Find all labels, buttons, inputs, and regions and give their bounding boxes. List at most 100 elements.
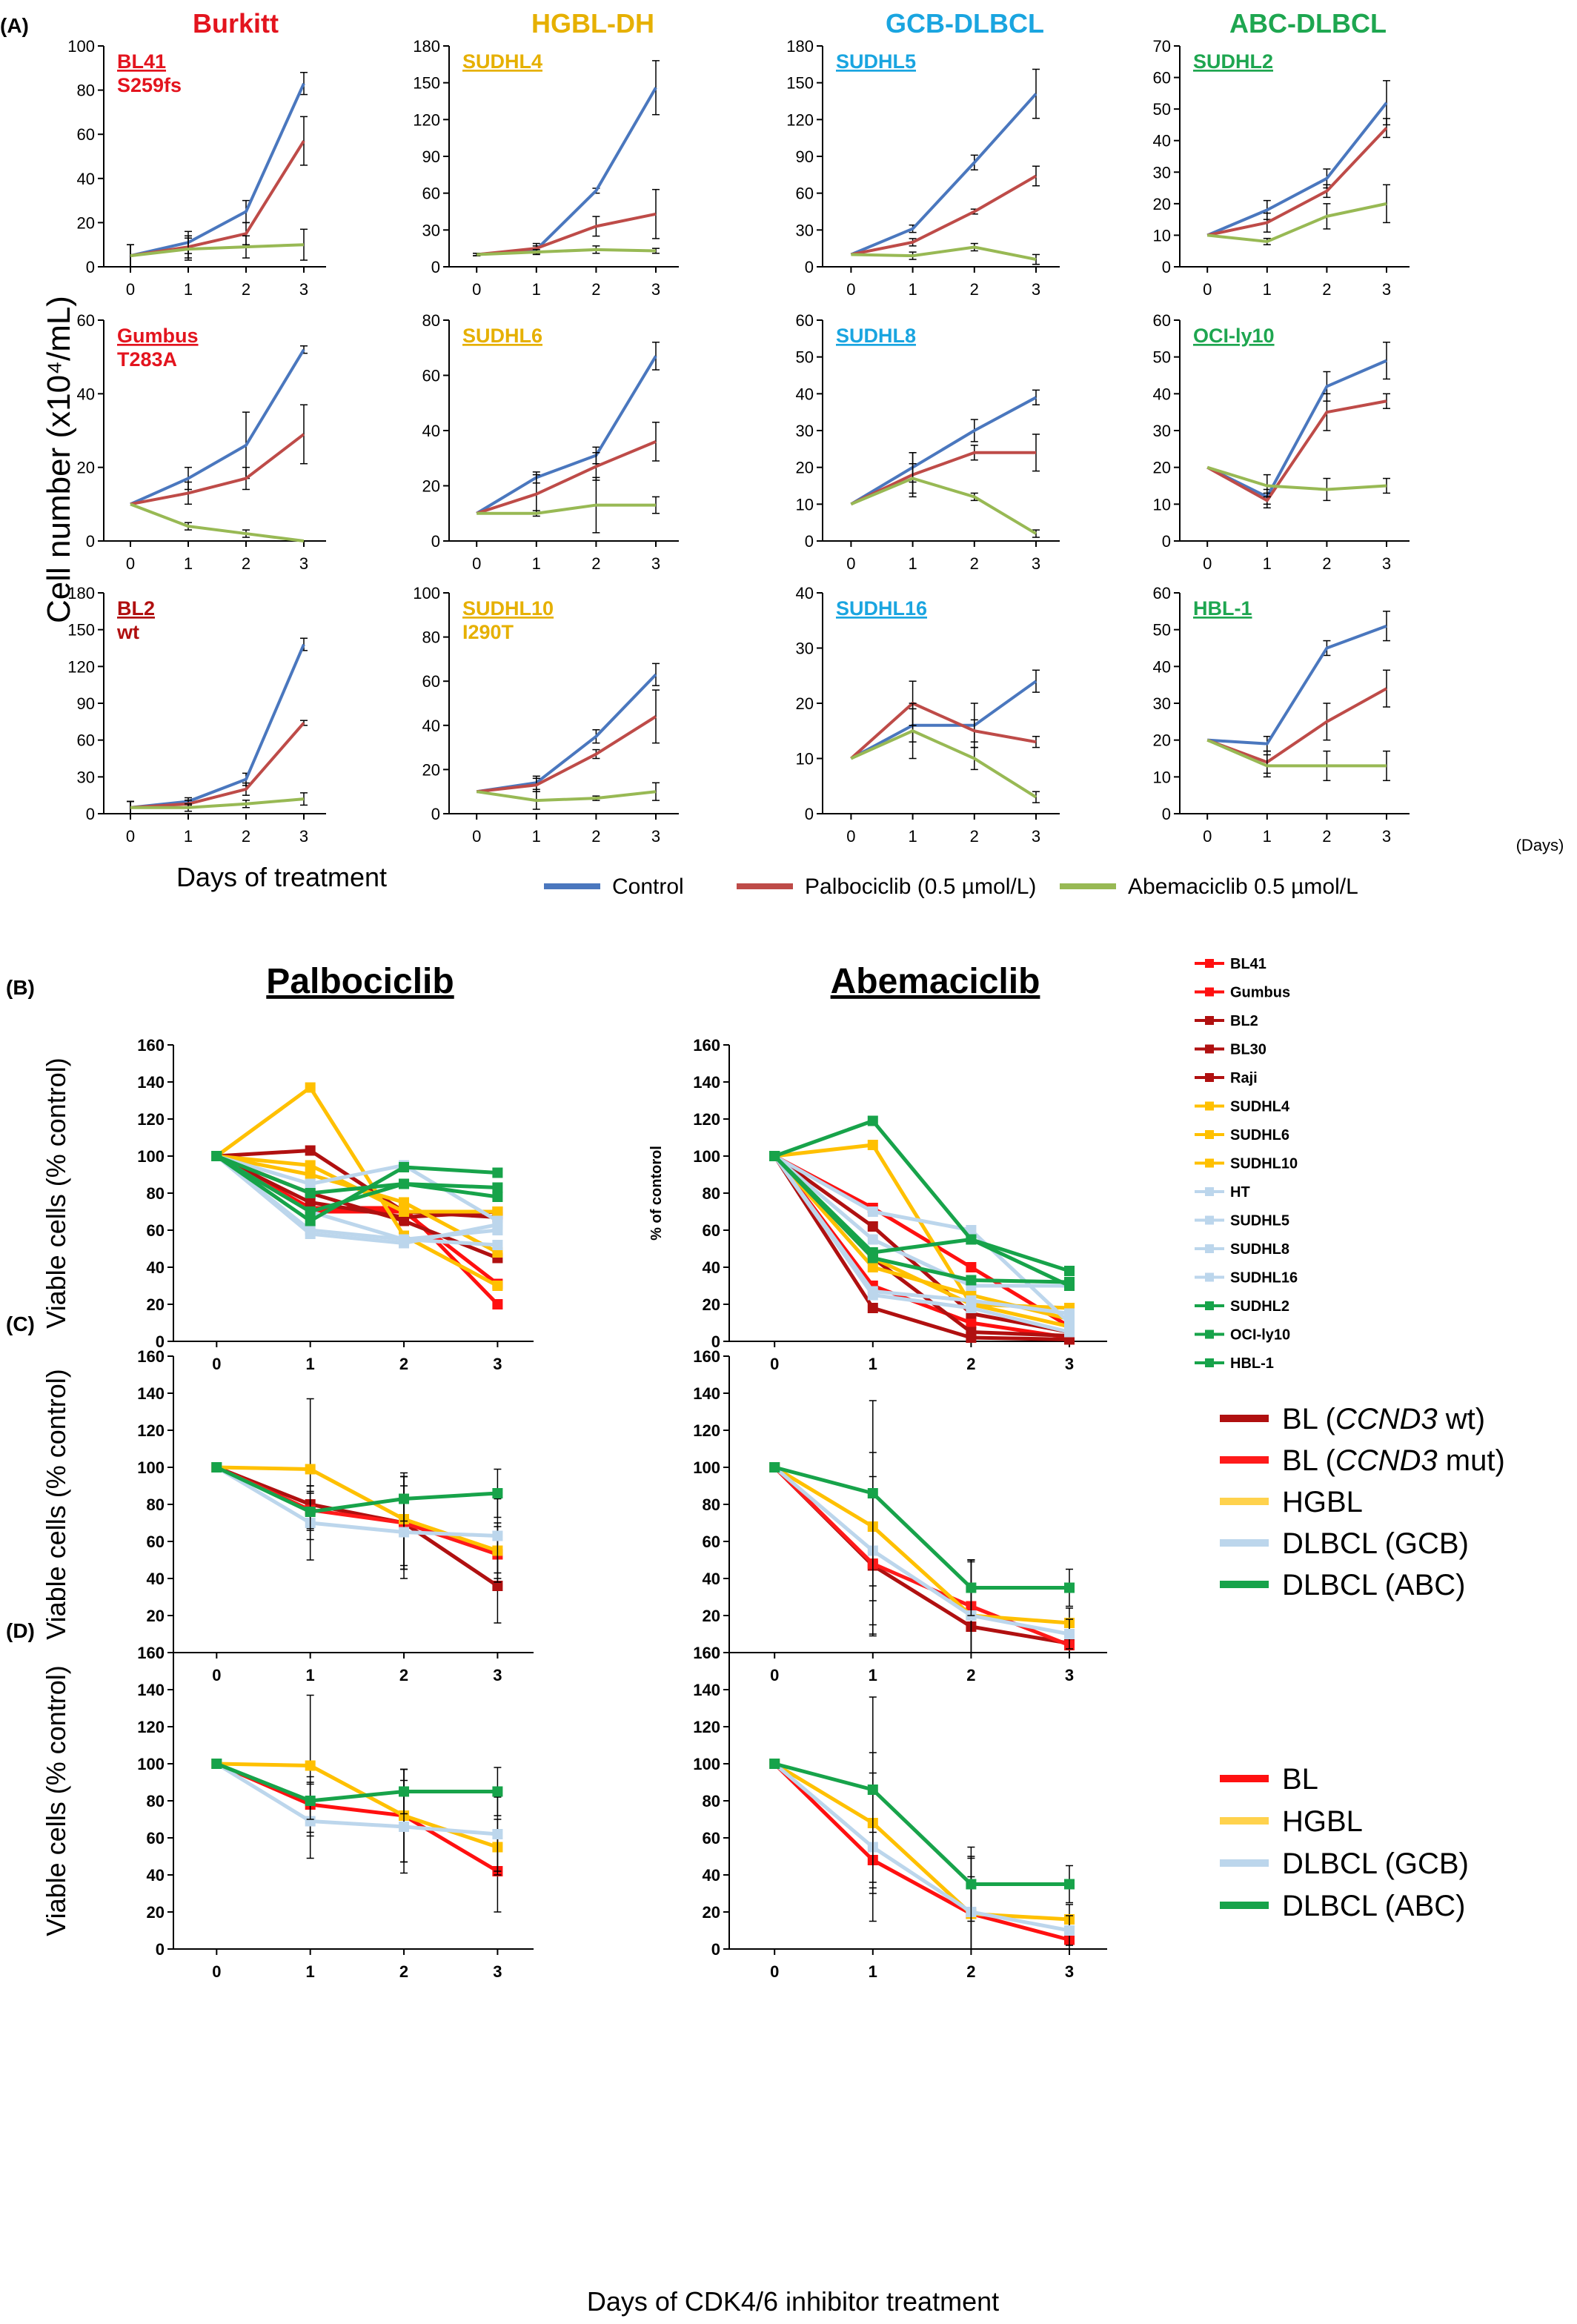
column-title: HGBL-DH bbox=[531, 8, 654, 39]
data-point bbox=[1064, 1277, 1075, 1287]
data-point bbox=[1064, 1925, 1075, 1936]
x-tick-label: 3 bbox=[493, 1962, 502, 1981]
panel-a-legend: Control Palbociclib (0.5 µmol/L) Abemacicl… bbox=[544, 874, 1358, 899]
cell-line-name: BL2 bbox=[117, 597, 155, 620]
days-unit-label: (Days) bbox=[1516, 836, 1564, 854]
y-tick-label: 30 bbox=[1153, 422, 1171, 440]
data-point bbox=[305, 1188, 316, 1198]
x-tick-label: 0 bbox=[1203, 827, 1212, 846]
legend-label: DLBCL (ABC) bbox=[1282, 1890, 1465, 1922]
series-line bbox=[215, 1154, 498, 1223]
data-point bbox=[305, 1507, 316, 1517]
y-tick-label: 0 bbox=[86, 805, 95, 823]
data-point bbox=[399, 1215, 410, 1226]
data-point bbox=[867, 1289, 878, 1301]
series-line bbox=[1206, 465, 1387, 491]
y-tick-label: 0 bbox=[805, 532, 814, 551]
legend-marker bbox=[1205, 1073, 1214, 1082]
y-tick-label: 40 bbox=[1153, 657, 1171, 676]
data-point bbox=[1064, 1266, 1075, 1276]
x-tick-label: 1 bbox=[869, 1666, 877, 1684]
x-tick-label: 3 bbox=[1065, 1962, 1074, 1981]
series-line bbox=[477, 248, 657, 256]
legend-marker bbox=[1205, 1301, 1214, 1310]
legend-marker bbox=[1205, 1044, 1214, 1054]
data-point bbox=[211, 1151, 222, 1161]
y-tick-label: 0 bbox=[86, 532, 95, 551]
series-line bbox=[216, 1465, 498, 1538]
series-line bbox=[1206, 359, 1387, 499]
legend-marker bbox=[1205, 1158, 1214, 1168]
legend-label: BL30 bbox=[1230, 1042, 1266, 1058]
series-palbo bbox=[476, 689, 660, 794]
y-tick-label: 0 bbox=[431, 258, 440, 276]
x-tick-label: 3 bbox=[1382, 554, 1391, 573]
series-line bbox=[476, 790, 657, 803]
series-hgbl bbox=[769, 1752, 1075, 1950]
y-tick-label: 80 bbox=[422, 311, 440, 330]
y-tick-label: 0 bbox=[1162, 258, 1171, 276]
y-tick-label: 60 bbox=[1153, 584, 1171, 602]
data-point bbox=[305, 1206, 316, 1217]
data-point bbox=[966, 1262, 977, 1272]
series-line bbox=[774, 1762, 1069, 1886]
series-line bbox=[130, 502, 305, 542]
x-tick-label: 2 bbox=[1322, 827, 1331, 846]
y-tick-label: 20 bbox=[147, 1607, 165, 1625]
series-line bbox=[216, 1465, 499, 1588]
data-point bbox=[1064, 1308, 1075, 1319]
legend-marker bbox=[1205, 1358, 1214, 1367]
legend-label: DLBCL (GCB) bbox=[1282, 1527, 1469, 1560]
y-tick-label: 0 bbox=[156, 1940, 165, 1959]
y-tick-label: 60 bbox=[147, 1533, 165, 1551]
y-tick-label: 80 bbox=[422, 628, 440, 647]
y-tick-label: 10 bbox=[1153, 495, 1171, 514]
x-tick-label: 0 bbox=[770, 1355, 779, 1373]
series-line bbox=[130, 722, 305, 809]
series-line bbox=[774, 1465, 1069, 1590]
x-tick-label: 3 bbox=[1065, 1666, 1074, 1684]
series-control bbox=[127, 637, 308, 814]
y-tick-label: 60 bbox=[422, 672, 440, 691]
series-line bbox=[477, 503, 656, 515]
y-tick-label: 80 bbox=[147, 1792, 165, 1810]
x-tick-label: 2 bbox=[966, 1666, 975, 1684]
data-point bbox=[966, 1582, 977, 1593]
series-abema bbox=[477, 477, 660, 534]
data-point bbox=[399, 1822, 410, 1832]
y-tick-label: 80 bbox=[703, 1792, 720, 1810]
y-tick-label: 40 bbox=[703, 1866, 720, 1885]
series-abema bbox=[850, 703, 1040, 803]
x-tick-label: 3 bbox=[299, 280, 308, 299]
data-point bbox=[867, 1488, 878, 1498]
y-tick-label: 20 bbox=[422, 760, 440, 779]
y-tick-label: 20 bbox=[1153, 731, 1171, 750]
x-tick-label: 0 bbox=[1203, 554, 1212, 573]
column-title: ABC-DLBCL bbox=[1229, 8, 1387, 39]
y-tick-label: 40 bbox=[77, 385, 95, 403]
x-tick-label: 1 bbox=[908, 827, 917, 846]
cell-line-chart-sudhl5: 0 30 60 90 120 150 180 0 1 2 3 SUDHL5 bbox=[786, 37, 1060, 299]
y-tick-label: 140 bbox=[693, 1384, 720, 1403]
column-titles: Burkitt HGBL-DH GCB-DLBCL ABC-DLBCL bbox=[193, 8, 1387, 39]
series-line bbox=[216, 1154, 498, 1214]
series-palbo bbox=[473, 188, 660, 256]
mutation-label: I290T bbox=[462, 621, 514, 643]
y-tick-label: 50 bbox=[1153, 621, 1171, 640]
data-point bbox=[867, 1262, 878, 1272]
x-tick-label: 1 bbox=[532, 827, 541, 846]
x-tick-label: 1 bbox=[869, 1962, 877, 1981]
series-line bbox=[215, 1155, 498, 1247]
legend-label: OCI-ly10 bbox=[1230, 1327, 1290, 1344]
series-palbo bbox=[851, 165, 1040, 256]
legend-text-italic: CCND3 bbox=[1335, 1444, 1438, 1477]
data-point bbox=[399, 1162, 410, 1172]
legend-text: DLBCL (ABC) bbox=[1282, 1569, 1465, 1601]
series-line bbox=[850, 702, 1037, 760]
data-point bbox=[305, 1796, 316, 1806]
cell-line-name: SUDHL2 bbox=[1193, 50, 1273, 73]
x-tick-label: 3 bbox=[493, 1355, 502, 1373]
data-point bbox=[211, 1759, 222, 1769]
series-control bbox=[476, 342, 660, 515]
